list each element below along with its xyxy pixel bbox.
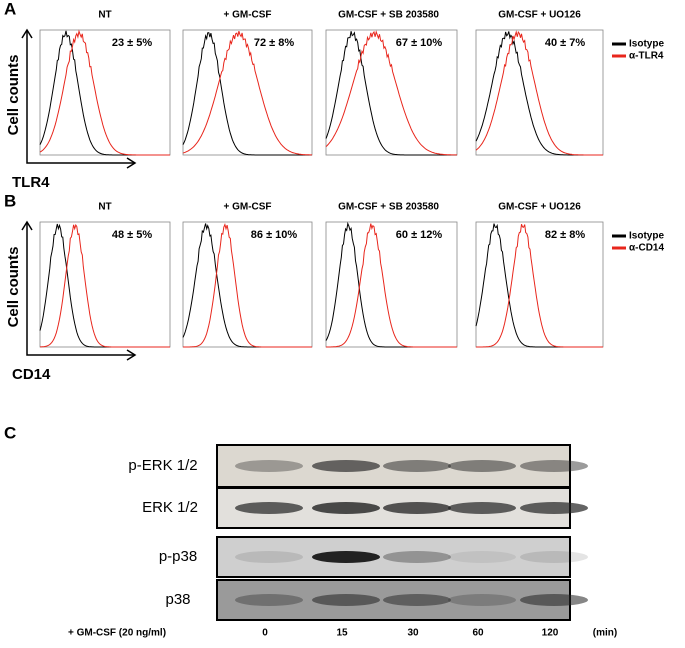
stain-curve bbox=[40, 223, 170, 348]
legend-label: α-TLR4 bbox=[629, 51, 664, 62]
band bbox=[448, 594, 516, 606]
histogram-frame bbox=[39, 221, 171, 348]
histogram-frame bbox=[182, 221, 313, 348]
panel-label: B bbox=[4, 191, 16, 210]
stain-curve bbox=[182, 30, 312, 156]
row-label: p38 bbox=[165, 591, 190, 608]
axis-arrow bbox=[26, 222, 135, 356]
percentage: 72 ± 8% bbox=[254, 37, 295, 49]
band bbox=[235, 594, 303, 606]
legend-label: Isotype bbox=[629, 39, 664, 50]
band bbox=[312, 460, 380, 472]
plot-title: + GM-CSF bbox=[223, 202, 271, 213]
row-label: p-ERK 1/2 bbox=[128, 457, 197, 474]
percentage: 86 ± 10% bbox=[251, 229, 298, 241]
lane-label: 0 bbox=[262, 628, 268, 639]
unit-label: (min) bbox=[593, 628, 617, 639]
band bbox=[520, 551, 588, 563]
row-label: ERK 1/2 bbox=[142, 499, 198, 516]
band bbox=[235, 502, 303, 514]
percentage: 23 ± 5% bbox=[112, 37, 153, 49]
percentage: 48 ± 5% bbox=[112, 229, 153, 241]
histogram-frame bbox=[182, 29, 313, 156]
band bbox=[312, 551, 380, 563]
percentage: 67 ± 10% bbox=[396, 37, 443, 49]
blot-strip bbox=[216, 536, 571, 578]
band bbox=[383, 502, 451, 514]
lane-label: 30 bbox=[407, 628, 419, 639]
row-label: p-p38 bbox=[159, 548, 197, 565]
histogram-frame bbox=[475, 221, 604, 348]
legend-label: α-CD14 bbox=[629, 243, 664, 254]
x-axis-label: CD14 bbox=[12, 366, 51, 383]
plot-title: GM-CSF + SB 203580 bbox=[338, 202, 439, 213]
panel-label: A bbox=[4, 0, 16, 18]
lane-label: 15 bbox=[336, 628, 348, 639]
stain-curve bbox=[326, 223, 457, 348]
band bbox=[520, 594, 588, 606]
y-axis-label: Cell counts bbox=[5, 55, 22, 136]
y-axis-label: Cell counts bbox=[5, 247, 22, 328]
isotype-curve bbox=[325, 31, 457, 156]
band bbox=[383, 594, 451, 606]
band bbox=[383, 460, 451, 472]
percentage: 40 ± 7% bbox=[545, 37, 586, 49]
histogram-frame bbox=[325, 29, 458, 156]
stain-curve bbox=[39, 29, 170, 156]
plot-title: GM-CSF + UO126 bbox=[498, 10, 581, 21]
histogram-frame bbox=[475, 29, 604, 156]
stain-curve bbox=[183, 222, 312, 348]
legend-label: Isotype bbox=[629, 231, 664, 242]
band bbox=[448, 551, 516, 563]
plot-title: GM-CSF + SB 203580 bbox=[338, 10, 439, 21]
panel-label: C bbox=[4, 423, 16, 442]
percentage: 60 ± 12% bbox=[396, 229, 443, 241]
band bbox=[235, 551, 303, 563]
plot-title: NT bbox=[98, 10, 111, 21]
stain-curve bbox=[475, 30, 603, 156]
histogram-frame bbox=[39, 29, 171, 156]
stain-curve bbox=[325, 30, 457, 156]
arrow-head bbox=[21, 220, 137, 361]
band bbox=[520, 502, 588, 514]
treatment-label: + GM-CSF (20 ng/ml) bbox=[68, 628, 166, 639]
band bbox=[235, 460, 303, 472]
plot-title: + GM-CSF bbox=[223, 10, 271, 21]
isotype-curve bbox=[182, 32, 312, 156]
plot-title: NT bbox=[98, 202, 111, 213]
plot-title: GM-CSF + UO126 bbox=[498, 202, 581, 213]
stain-curve bbox=[476, 224, 603, 348]
arrow-head bbox=[21, 28, 137, 169]
band bbox=[448, 502, 516, 514]
band bbox=[383, 551, 451, 563]
axis-arrow bbox=[26, 30, 135, 164]
percentage: 82 ± 8% bbox=[545, 229, 586, 241]
lane-label: 60 bbox=[472, 628, 484, 639]
band bbox=[312, 502, 380, 514]
band bbox=[448, 460, 516, 472]
x-axis-label: TLR4 bbox=[12, 174, 50, 191]
band bbox=[520, 460, 588, 472]
band bbox=[312, 594, 380, 606]
lane-label: 120 bbox=[542, 628, 559, 639]
